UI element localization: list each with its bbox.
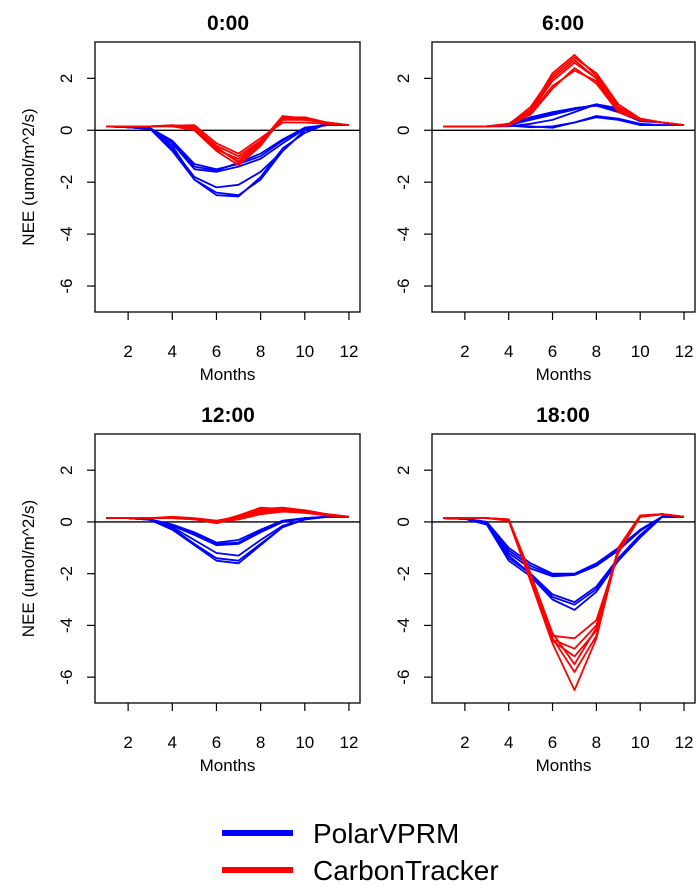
series-polarvprm xyxy=(442,515,684,611)
legend-label-carbontracker: CarbonTracker xyxy=(313,855,499,886)
x-tick-label: 8 xyxy=(592,733,601,752)
series-polarvprm xyxy=(106,515,349,565)
x-axis-label: Months xyxy=(200,756,256,775)
x-tick-label: 8 xyxy=(256,342,265,361)
y-tick-label: -4 xyxy=(57,227,76,242)
y-axis-label: NEE (umol/m^2/s) xyxy=(19,108,38,245)
series-line xyxy=(442,515,684,611)
y-tick-label: 0 xyxy=(57,517,76,526)
series-line xyxy=(443,103,685,128)
panel-1: 0:00 2 4 6 8 10 12 Months 2 0 -2 -4 -6 NEE (umol/m^2/… xyxy=(19,12,361,384)
x-tick-label: 12 xyxy=(339,342,358,361)
series-line xyxy=(443,67,685,128)
x-tick-label: 2 xyxy=(123,733,132,752)
x-tick-label: 4 xyxy=(504,342,513,361)
plot-frame xyxy=(94,41,361,313)
y-tick-label: 0 xyxy=(394,517,413,526)
series-line xyxy=(105,124,349,171)
panel-title: 6:00 xyxy=(542,12,584,35)
x-tick-label: 10 xyxy=(295,733,314,752)
panel-title: 12:00 xyxy=(201,404,255,427)
y-axis-label: NEE (umol/m^2/s) xyxy=(19,500,38,637)
x-tick-label: 2 xyxy=(460,733,469,752)
series-line xyxy=(106,116,350,167)
x-tick-label: 6 xyxy=(548,733,557,752)
panel-title: 18:00 xyxy=(536,404,590,427)
series-carbontracker xyxy=(443,513,685,691)
y-tick-label: -6 xyxy=(57,670,76,685)
x-tick-label: 10 xyxy=(631,733,650,752)
legend: PolarVPRM CarbonTracker xyxy=(222,818,499,886)
series-line xyxy=(106,507,350,523)
x-axis-label: Months xyxy=(200,365,256,384)
panel-3: 12:00 2 4 6 8 10 12 Months 2 0 -2 -4 -6 NEE (umol/m^2… xyxy=(19,404,361,775)
x-tick-label: 8 xyxy=(256,733,265,752)
plot-frame xyxy=(431,433,696,704)
series-line xyxy=(443,59,685,128)
series-polarvprm xyxy=(443,103,685,129)
x-axis-label: Months xyxy=(536,756,592,775)
x-tick-label: 4 xyxy=(168,733,177,752)
series-line xyxy=(443,513,685,658)
panel-title: 0:00 xyxy=(207,12,249,35)
y-tick-label: -6 xyxy=(394,278,413,293)
series-line xyxy=(442,515,684,606)
x-tick-label: 6 xyxy=(548,342,557,361)
y-tick-label: 2 xyxy=(394,74,413,83)
series-line xyxy=(106,515,349,565)
series-line xyxy=(443,513,685,650)
series-carbontracker xyxy=(106,115,350,167)
y-tick-label: 0 xyxy=(394,126,413,135)
y-tick-label: -2 xyxy=(394,175,413,190)
plot-frame xyxy=(431,41,696,313)
plot-frame xyxy=(94,433,361,704)
x-tick-label: 10 xyxy=(295,342,314,361)
x-tick-label: 10 xyxy=(631,342,650,361)
x-tick-label: 12 xyxy=(675,342,694,361)
y-tick-label: -2 xyxy=(57,566,76,581)
y-tick-label: -4 xyxy=(394,618,413,633)
x-tick-label: 12 xyxy=(339,733,358,752)
series-carbontracker xyxy=(106,506,350,525)
x-tick-label: 4 xyxy=(168,342,177,361)
chart-panels: 0:00 2 4 6 8 10 12 Months 2 0 -2 -4 -6 NEE (umol/m^2/… xyxy=(19,12,696,775)
series-carbontracker xyxy=(443,54,685,128)
series-line xyxy=(443,513,685,666)
x-tick-label: 4 xyxy=(504,733,513,752)
series-line xyxy=(106,117,350,164)
x-tick-label: 8 xyxy=(592,342,601,361)
series-line xyxy=(105,122,350,197)
y-tick-label: -2 xyxy=(394,566,413,581)
y-tick-label: 2 xyxy=(394,465,413,474)
series-line xyxy=(105,124,349,172)
y-tick-label: -4 xyxy=(394,227,413,242)
y-tick-label: -6 xyxy=(57,278,76,293)
y-tick-label: -4 xyxy=(57,618,76,633)
x-tick-label: 2 xyxy=(460,342,469,361)
series-line xyxy=(442,515,684,576)
legend-label-polarvprm: PolarVPRM xyxy=(313,818,459,849)
x-axis-label: Months xyxy=(536,365,592,384)
series-line xyxy=(443,513,685,691)
panel-2: 6:00 2 4 6 8 10 12 Months 2 0 -2 -4 -6 xyxy=(394,12,696,384)
y-tick-label: 2 xyxy=(57,74,76,83)
panel-4: 18:00 2 4 6 8 10 12 Months 2 0 -2 -4 -6 xyxy=(394,404,696,775)
x-tick-label: 2 xyxy=(123,342,132,361)
series-line xyxy=(106,119,350,158)
x-tick-label: 6 xyxy=(212,342,221,361)
y-tick-label: 0 xyxy=(57,126,76,135)
series-line xyxy=(443,69,685,128)
y-tick-label: -2 xyxy=(57,175,76,190)
series-line xyxy=(106,515,349,545)
x-tick-label: 12 xyxy=(675,733,694,752)
y-tick-label: 2 xyxy=(57,465,76,474)
y-tick-label: -6 xyxy=(394,670,413,685)
series-polarvprm xyxy=(105,122,350,198)
x-tick-label: 6 xyxy=(212,733,221,752)
